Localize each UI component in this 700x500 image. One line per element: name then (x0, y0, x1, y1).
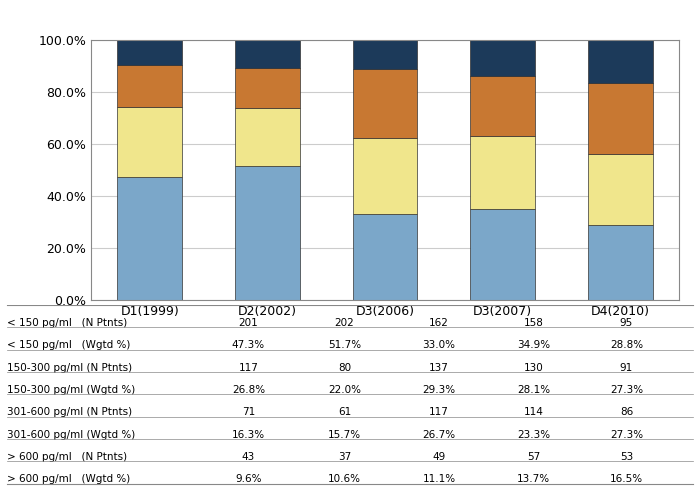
Bar (235, 108, 300, 166)
Text: 16.3%: 16.3% (232, 430, 265, 440)
Bar (588, 225, 652, 300)
Text: 137: 137 (429, 362, 449, 372)
Bar (235, 68, 300, 108)
Text: 13.7%: 13.7% (517, 474, 550, 484)
Text: 49: 49 (433, 452, 445, 462)
Bar (118, 40, 182, 65)
Text: 26.7%: 26.7% (422, 430, 456, 440)
Text: 80: 80 (338, 362, 351, 372)
Text: 301-600 pg/ml (Wgtd %): 301-600 pg/ml (Wgtd %) (7, 430, 135, 440)
Text: 150-300 pg/ml (Wgtd %): 150-300 pg/ml (Wgtd %) (7, 385, 135, 395)
Bar (470, 40, 535, 76)
Text: 26.8%: 26.8% (232, 385, 265, 395)
Text: > 600 pg/ml   (N Ptnts): > 600 pg/ml (N Ptnts) (7, 452, 127, 462)
Text: 91: 91 (620, 362, 633, 372)
Text: 117: 117 (239, 362, 258, 372)
Text: 61: 61 (338, 408, 351, 418)
Bar (353, 68, 417, 138)
Text: 22.0%: 22.0% (328, 385, 361, 395)
Bar (353, 40, 417, 68)
Text: 86: 86 (620, 408, 633, 418)
Text: 9.6%: 9.6% (235, 474, 262, 484)
Text: 71: 71 (242, 408, 255, 418)
Text: 117: 117 (429, 408, 449, 418)
Text: 202: 202 (335, 318, 354, 328)
Text: 150-300 pg/ml (N Ptnts): 150-300 pg/ml (N Ptnts) (7, 362, 132, 372)
Text: 201: 201 (239, 318, 258, 328)
Text: 51.7%: 51.7% (328, 340, 361, 350)
Bar (235, 40, 300, 68)
Text: 16.5%: 16.5% (610, 474, 643, 484)
Text: 43: 43 (242, 452, 255, 462)
Text: 10.6%: 10.6% (328, 474, 361, 484)
Text: < 150 pg/ml   (N Ptnts): < 150 pg/ml (N Ptnts) (7, 318, 127, 328)
Text: 301-600 pg/ml (N Ptnts): 301-600 pg/ml (N Ptnts) (7, 408, 132, 418)
Bar (118, 65, 182, 108)
Bar (588, 40, 652, 83)
Bar (588, 83, 652, 154)
Text: 28.1%: 28.1% (517, 385, 550, 395)
Text: 33.0%: 33.0% (422, 340, 456, 350)
Bar (470, 136, 535, 210)
Text: 27.3%: 27.3% (610, 385, 643, 395)
Text: 11.1%: 11.1% (422, 474, 456, 484)
Text: 34.9%: 34.9% (517, 340, 550, 350)
Text: > 600 pg/ml   (Wgtd %): > 600 pg/ml (Wgtd %) (7, 474, 130, 484)
Bar (235, 166, 300, 300)
Text: < 150 pg/ml   (Wgtd %): < 150 pg/ml (Wgtd %) (7, 340, 130, 350)
Bar (588, 154, 652, 225)
Bar (470, 76, 535, 136)
Bar (118, 108, 182, 177)
Text: 114: 114 (524, 408, 543, 418)
Text: 29.3%: 29.3% (422, 385, 456, 395)
Text: 47.3%: 47.3% (232, 340, 265, 350)
Text: 23.3%: 23.3% (517, 430, 550, 440)
Text: 37: 37 (338, 452, 351, 462)
Bar (470, 210, 535, 300)
Text: 15.7%: 15.7% (328, 430, 361, 440)
Text: 27.3%: 27.3% (610, 430, 643, 440)
Text: 162: 162 (429, 318, 449, 328)
Text: 130: 130 (524, 362, 543, 372)
Text: 57: 57 (527, 452, 540, 462)
Text: 53: 53 (620, 452, 633, 462)
Text: 95: 95 (620, 318, 633, 328)
Bar (353, 138, 417, 214)
Bar (353, 214, 417, 300)
Text: 158: 158 (524, 318, 543, 328)
Bar (118, 177, 182, 300)
Text: 28.8%: 28.8% (610, 340, 643, 350)
